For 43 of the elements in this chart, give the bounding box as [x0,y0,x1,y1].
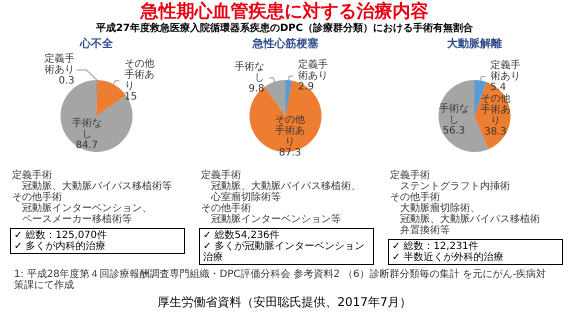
chart-title: 大動脈解離 [446,37,503,50]
text: その他手術 [390,192,440,203]
slice-label: 手術なし [438,102,469,126]
text: ✓ 総数：12,231件 [392,241,480,252]
text: 定義手術 [201,170,242,181]
text: ペースメーカー移植術等 [21,214,133,225]
text: 冠動脈、大動脈バイパス移植術等 [21,181,173,192]
data-label: 84.7 [76,140,98,152]
slice-label: 手術なし [234,60,264,84]
slice-label: その他手術あり [275,114,306,148]
text: ✓ 半数近くが外科的治療 [392,252,505,263]
slice-label: 定義手術あり [490,59,520,82]
data-label: 15 [124,92,138,103]
data-label: 38.3 [484,126,507,138]
slice-label: その他手術あり [124,58,154,92]
text: 心室瘤切除術等 [210,192,282,203]
data-label: 9.8 [248,83,264,94]
text: 冠動脈インターベンション等 [210,214,342,225]
text: 1: 平成28年度第４回診療報酬調査専門組織・DPC評価分科会 参考資料2 （6）診断群分類毎の集計 を元にがん-疾病対策課にて作成 [14,269,548,291]
text: その他手術 [12,192,63,203]
slice-label: 定義手術あり [44,52,74,76]
text: ✓ 総数：125,070件 [14,230,108,241]
text: 定義手術 [390,170,431,181]
slice-label: 定義手術あり [298,58,328,82]
text: 弁置換術等 [399,225,451,236]
data-label: 0.3 [58,76,74,86]
chart-title: 心不全 [78,37,114,50]
text: 大動脈瘤切除術、 [399,203,481,214]
data-label: 56.3 [442,126,466,137]
text: その他手術 [201,203,252,214]
slice-label: 手術なし [72,117,102,140]
chart-title: 急性心筋梗塞 [251,37,320,50]
text: ✓ 多くが冠動脈インターベンション治療 [203,241,366,263]
text: 厚生労働省資料（安田聡氏提供、2017年7月） [156,295,413,309]
text: 急性期心血管疾患に対する治療内容 [139,1,430,22]
text: 冠動脈、大動脈バイパス移植術 [399,214,541,225]
text: 平成27年度救急医療入院循環器系疾患のDPC（診療群分類）における手術有無割合 [95,23,474,35]
text: 冠動脈インターベンション、 [21,203,153,214]
text: ステントグラフト内挿術 [399,181,511,192]
text: 定義手術 [12,170,53,181]
text: ✓ 総数54,236件 [203,230,281,241]
text: 冠動脈、大動脈バイパス移植術、 [211,181,362,192]
text: ✓ 多くが内科的治療 [14,241,107,252]
